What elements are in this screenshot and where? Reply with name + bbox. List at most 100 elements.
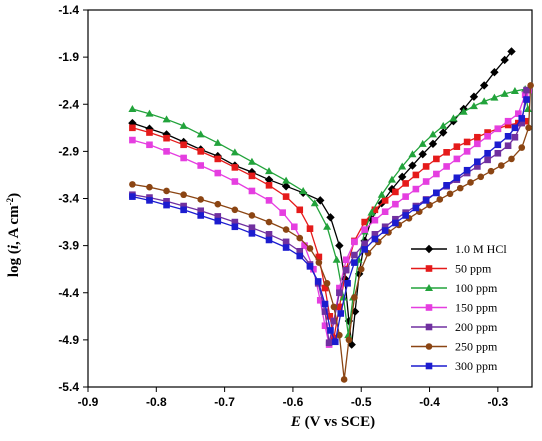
data-point xyxy=(412,204,420,212)
data-point xyxy=(521,117,529,125)
data-point xyxy=(213,138,222,146)
data-point xyxy=(361,240,368,248)
data-point xyxy=(469,102,478,110)
y-tick-label: -1.4 xyxy=(58,3,79,17)
x-tick-label: -0.8 xyxy=(146,395,167,409)
data-point xyxy=(197,148,205,155)
data-point xyxy=(282,226,290,233)
legend-swatch-marker xyxy=(425,362,433,370)
data-point xyxy=(336,289,343,297)
data-point xyxy=(381,197,389,204)
data-point xyxy=(248,172,256,180)
data-point xyxy=(504,132,512,140)
data-point xyxy=(323,280,331,287)
data-point xyxy=(265,167,274,175)
data-point xyxy=(248,212,256,219)
data-point xyxy=(163,148,170,155)
legend-swatch-marker xyxy=(425,304,433,311)
data-point xyxy=(146,141,153,149)
data-point xyxy=(494,141,502,149)
legend-item: 200 ppm xyxy=(411,320,498,334)
data-point xyxy=(523,96,530,103)
data-point xyxy=(398,162,407,170)
data-point xyxy=(351,251,358,259)
x-tick-label: -0.7 xyxy=(214,395,235,409)
data-point xyxy=(282,176,291,184)
data-point xyxy=(474,140,481,148)
data-point xyxy=(511,124,519,132)
data-point xyxy=(344,280,351,287)
data-point xyxy=(422,163,430,170)
data-point xyxy=(511,133,519,141)
data-point xyxy=(281,182,291,191)
data-point xyxy=(463,148,471,155)
data-point xyxy=(484,149,491,157)
legend-label: 1.0 M HCl xyxy=(455,242,507,256)
data-point xyxy=(265,197,273,204)
data-point xyxy=(230,148,239,156)
data-point xyxy=(436,196,444,203)
data-point xyxy=(453,143,461,150)
data-point xyxy=(521,91,529,99)
data-point xyxy=(315,253,323,261)
data-point xyxy=(484,156,491,164)
data-point xyxy=(180,154,187,162)
data-point xyxy=(361,226,368,233)
data-point xyxy=(381,208,389,215)
data-point xyxy=(449,114,458,122)
x-axis-title: E (V vs SCE) xyxy=(290,414,375,430)
data-point xyxy=(422,178,430,185)
data-point xyxy=(321,300,329,308)
data-point xyxy=(342,256,350,264)
legend-label: 150 ppm xyxy=(455,301,498,315)
y-tick-label: -4.9 xyxy=(58,333,79,347)
data-point xyxy=(146,197,153,204)
data-point xyxy=(371,235,379,243)
data-point xyxy=(392,188,399,196)
data-point xyxy=(146,183,153,191)
y-tick-label: -1.9 xyxy=(58,50,79,64)
x-tick-label: -0.3 xyxy=(488,395,509,409)
data-point xyxy=(428,130,437,138)
data-point xyxy=(296,252,304,260)
data-point xyxy=(248,224,256,232)
data-point xyxy=(402,180,409,187)
data-point xyxy=(163,198,170,205)
data-point xyxy=(330,303,338,311)
data-point xyxy=(387,175,396,183)
legend-label: 250 ppm xyxy=(455,340,498,354)
data-point xyxy=(282,244,290,251)
legend-swatch-marker xyxy=(424,244,434,254)
data-point xyxy=(299,186,308,194)
data-point xyxy=(504,142,512,150)
data-point xyxy=(197,212,205,219)
data-point xyxy=(265,182,273,189)
data-point xyxy=(306,225,314,232)
data-point xyxy=(231,206,239,214)
data-point xyxy=(336,331,343,339)
data-point xyxy=(439,121,448,129)
data-point xyxy=(392,215,399,223)
legend-item: 250 ppm xyxy=(411,340,498,354)
y-axis-ticks: -1.4 -1.9 -2.4 -2.9 -3.4 -3.9 -4.4 -4.9 -5.4 xyxy=(58,3,88,394)
legend-swatch-marker xyxy=(425,323,433,331)
legend-item: 150 ppm xyxy=(411,301,498,315)
data-point xyxy=(231,223,239,231)
y-tick-label: -3.4 xyxy=(58,192,79,206)
series-4 xyxy=(129,86,532,348)
data-point xyxy=(367,208,376,216)
y-tick-label: -2.4 xyxy=(58,97,79,111)
data-point xyxy=(510,87,519,95)
data-point xyxy=(314,278,322,285)
legend-swatch-marker xyxy=(425,284,433,291)
x-axis-ticks: -0.9 -0.8 -0.7 -0.6 -0.5 -0.4 -0.3 xyxy=(78,387,509,409)
data-point xyxy=(214,200,222,208)
data-point xyxy=(351,294,358,301)
data-point xyxy=(196,130,205,138)
data-point xyxy=(129,136,136,144)
data-point xyxy=(345,336,353,344)
data-point xyxy=(443,149,450,156)
data-point xyxy=(443,182,450,189)
data-point xyxy=(508,155,515,163)
